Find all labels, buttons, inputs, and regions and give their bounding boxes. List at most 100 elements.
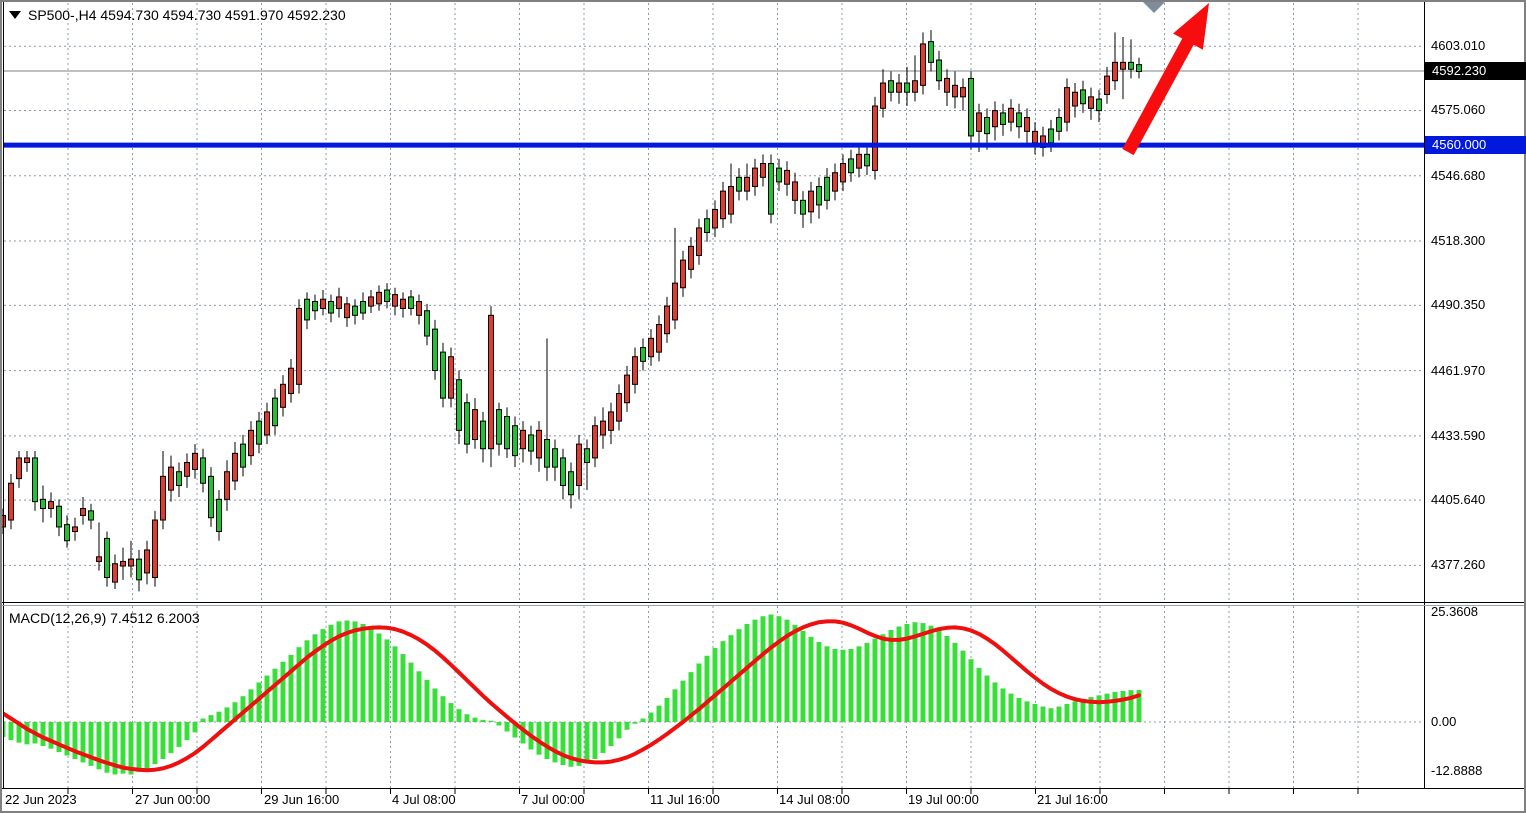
macd-axis-label: 0.00 [1431,714,1457,729]
candle [256,420,262,445]
trend-arrow[interactable] [1122,3,1209,156]
time-axis-label: 19 Jul 00:00 [908,792,979,807]
macd-histogram-bar [512,722,518,738]
macd-histogram-bar [792,624,798,722]
macd-histogram-bar [152,722,158,765]
macd-histogram-bar [216,711,222,722]
candle [144,549,150,574]
candle [944,77,950,93]
candle [328,301,334,314]
candle [600,420,606,436]
macd-histogram-bar [936,629,942,722]
price-axis-label: 4603.010 [1431,38,1486,54]
candle [1136,64,1142,73]
candle [832,172,838,192]
time-axis[interactable]: 22 Jun 2023 27 Jun 00:00 29 Jun 16:00 4 Jul… [0,790,1424,813]
macd-histogram-bar [768,614,774,722]
candle [48,501,54,510]
candle [880,82,886,109]
macd-histogram-bar [64,722,70,756]
candle [888,80,894,93]
candle [168,466,174,491]
candle [872,105,878,171]
candle [264,411,270,436]
candle [640,347,646,362]
macd-histogram-bar [432,688,438,722]
candle [792,181,798,201]
macd-histogram-bar [896,626,902,722]
macd-histogram-bar [232,702,238,722]
candle [896,82,902,93]
price-axis-label: 4433.590 [1431,427,1486,443]
macd-histogram-bar [880,634,886,722]
macd-histogram-bar [128,722,134,775]
candle [480,420,486,450]
price-axis-label: 4518.300 [1431,233,1486,249]
candle [1080,89,1086,105]
candle [32,457,38,503]
candle [288,367,294,395]
macd-histogram-bar [1032,703,1038,722]
macd-histogram-bar [920,623,926,722]
macd-histogram-bar [592,722,598,759]
macd-histogram-bar [1040,706,1046,722]
macd-histogram-bar [568,722,574,767]
macd-histogram-bar [496,722,502,726]
macd-histogram-bar [1120,691,1126,722]
macd-histogram-bar [336,621,342,722]
time-axis-label: 7 Jul 00:00 [521,792,585,807]
candle [840,163,846,183]
macd-histogram-bar [136,722,142,772]
macd-histogram-bar [688,672,694,722]
macd-histogram-bar [208,715,214,722]
macd-histogram-bar [840,649,846,722]
candle [1000,112,1006,125]
macd-histogram-bar [224,707,230,722]
macd-histogram-bar [88,722,94,766]
candle [536,429,542,459]
candle [504,416,510,450]
candle [744,176,750,192]
candle [360,301,366,314]
macd-histogram-bar [280,661,286,722]
candle [864,153,870,167]
candle [304,298,310,321]
price-axis-label: 4546.680 [1431,167,1486,183]
candle [992,110,998,128]
macd-histogram-bar [536,722,542,755]
macd-histogram-bar [1048,708,1054,722]
time-axis-label: 27 Jun 00:00 [135,792,211,807]
macd-histogram-bar [1128,690,1134,722]
candle [544,439,550,468]
price-axis[interactable]: 4603.010 4575.060 4546.680 4518.300 4490.350… [1424,0,1526,813]
macd-histogram-bar [752,619,758,722]
macd-histogram-bar [488,720,494,722]
macd-histogram-bar [624,722,630,730]
macd-histogram-bar [296,647,302,722]
candle [16,457,22,480]
symbol-dropdown-icon[interactable] [9,11,21,19]
candle [976,112,982,132]
macd-histogram-bar [1064,703,1070,722]
candle [40,498,46,510]
macd-histogram-bar [608,722,614,747]
macd-layer [3,614,1142,775]
macd-histogram-bar [24,722,30,745]
candle [776,167,782,183]
candle [80,508,86,516]
candle [648,337,654,358]
chart-title: SP500-,H4 4594.730 4594.730 4591.970 459… [9,7,346,23]
chart-shift-marker-icon[interactable] [1143,2,1165,13]
macd-histogram-bar [184,722,190,741]
macd-histogram-bar [576,722,582,766]
candle [120,560,126,567]
macd-histogram-bar [904,623,910,722]
macd-histogram-bar [760,616,766,722]
candle [200,457,206,484]
candle [800,199,806,215]
macd-histogram-bar [832,648,838,722]
macd-histogram-bar [440,696,446,722]
candle [848,158,854,174]
candle [336,296,342,309]
